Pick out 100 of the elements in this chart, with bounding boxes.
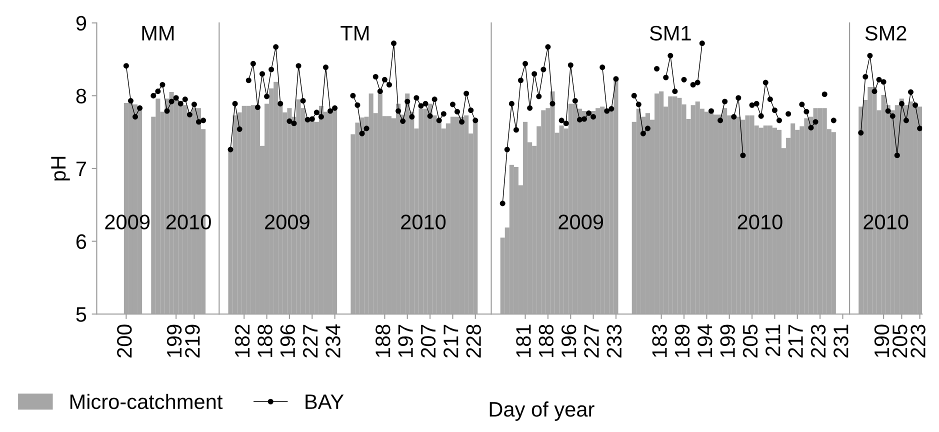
point — [359, 130, 365, 136]
point — [454, 108, 460, 114]
point — [372, 74, 378, 80]
point — [636, 102, 642, 108]
point — [908, 89, 914, 95]
point — [749, 102, 755, 108]
point — [513, 127, 519, 133]
point — [236, 126, 242, 132]
x-tick-label: 182 — [234, 324, 250, 357]
point — [418, 103, 424, 109]
point — [699, 40, 705, 46]
point — [132, 114, 138, 120]
point — [196, 119, 202, 125]
point — [459, 119, 465, 125]
point — [640, 130, 646, 136]
x-tick-label: 219 — [185, 324, 200, 358]
chart-title: TM — [340, 26, 369, 40]
point — [322, 64, 329, 70]
point — [468, 107, 474, 114]
point — [508, 100, 514, 106]
point — [590, 114, 596, 120]
point — [681, 76, 687, 82]
point — [563, 120, 569, 126]
point — [422, 100, 428, 106]
point — [440, 111, 446, 117]
point — [500, 200, 506, 206]
point — [522, 60, 528, 66]
point — [527, 105, 533, 111]
point — [694, 80, 700, 86]
point — [898, 100, 904, 106]
point — [568, 62, 574, 68]
point — [178, 100, 184, 106]
point — [885, 108, 891, 114]
point — [200, 118, 206, 124]
point — [903, 118, 910, 124]
y-tick-label: 9 — [76, 16, 86, 31]
x-tick-label: 205 — [742, 324, 758, 358]
point — [912, 102, 918, 108]
point — [409, 114, 415, 120]
x-tick-label: 228 — [466, 324, 481, 358]
x-tick-label: 223 — [810, 324, 826, 358]
x-tick-label: 233 — [606, 324, 622, 358]
y-tick-label: 6 — [76, 234, 86, 250]
point — [432, 96, 438, 102]
point — [631, 92, 637, 98]
point — [504, 146, 510, 152]
point — [464, 90, 470, 96]
annotation: 2010 — [166, 214, 211, 230]
point — [137, 105, 143, 111]
point — [736, 95, 742, 101]
point — [758, 113, 764, 119]
point — [545, 44, 551, 50]
x-tick-label: 181 — [516, 324, 531, 357]
chart-title: SM1 — [650, 26, 691, 41]
point — [123, 63, 129, 69]
legend-label: BAY — [306, 394, 344, 409]
x-tick-label: 200 — [117, 324, 132, 358]
point — [518, 78, 524, 84]
point — [558, 118, 564, 124]
point — [155, 88, 161, 94]
point — [278, 100, 284, 106]
point — [232, 100, 238, 106]
point — [872, 88, 878, 94]
point — [917, 126, 922, 132]
x-tick-label: 196 — [280, 324, 296, 357]
point — [309, 116, 315, 122]
x-tick-label: 207 — [420, 324, 436, 358]
y-axis-title: pH — [51, 156, 70, 180]
point — [532, 71, 538, 77]
point — [740, 152, 746, 158]
point — [332, 105, 338, 111]
point — [377, 88, 383, 94]
x-tick-label: 199 — [166, 324, 182, 357]
x-tick-label: 234 — [326, 324, 340, 358]
point — [386, 82, 392, 88]
point — [382, 76, 388, 82]
annotation: 2010 — [738, 214, 782, 230]
point — [300, 98, 306, 104]
annotation: 2010 — [864, 214, 908, 230]
point — [390, 40, 397, 46]
x-tick-label: 189 — [674, 324, 690, 357]
point — [754, 100, 760, 106]
x-axis-title: Day of year — [490, 401, 594, 421]
x-tick-label: 190 — [874, 324, 890, 357]
point — [173, 95, 179, 101]
point — [876, 76, 882, 82]
point — [273, 44, 279, 50]
point — [718, 118, 724, 124]
chart-title: MM — [142, 26, 174, 40]
point — [128, 98, 134, 104]
point — [296, 63, 302, 69]
point — [164, 108, 170, 114]
x-tick-label: 197 — [398, 324, 413, 357]
point — [304, 116, 310, 122]
point — [191, 102, 197, 108]
point — [608, 106, 614, 112]
point — [668, 52, 674, 58]
x-tick-label: 205 — [892, 324, 908, 358]
point — [862, 74, 868, 80]
point — [581, 116, 588, 122]
